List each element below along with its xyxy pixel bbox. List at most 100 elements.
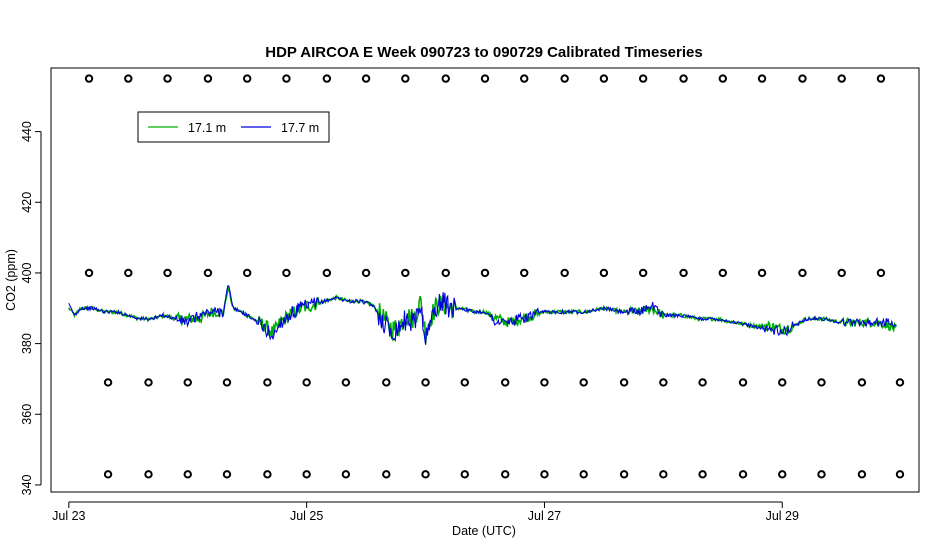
calibration-point — [540, 470, 549, 479]
legend-label-17-7m: 17.7 m — [281, 121, 319, 135]
calibration-point — [560, 74, 569, 83]
calibration-point — [480, 268, 490, 278]
y-axis-label: CO2 (ppm) — [4, 249, 18, 311]
calibration-point — [382, 378, 391, 387]
calibration-point — [817, 378, 826, 387]
calibration-point — [679, 74, 688, 83]
calibration-point — [837, 74, 846, 83]
calibration-point — [421, 378, 430, 387]
calibration-point — [282, 268, 291, 278]
calibration-point — [361, 268, 371, 278]
calibration-point — [599, 268, 609, 278]
calibration-point — [460, 470, 469, 479]
calibration-point — [124, 268, 133, 278]
legend: 17.1 m 17.7 m — [137, 111, 330, 143]
y-tick-label: 400 — [20, 262, 34, 283]
calibration-point — [163, 268, 172, 278]
calibration-point — [619, 378, 629, 387]
calibration-point — [698, 378, 707, 387]
calibration-point — [540, 378, 549, 387]
calibration-point — [679, 268, 688, 278]
calibration-point — [738, 378, 748, 387]
calibration-point — [263, 378, 272, 387]
calibration-point — [638, 74, 648, 83]
calibration-point — [163, 74, 172, 83]
calibration-point — [579, 378, 588, 387]
calibration-point — [757, 268, 767, 278]
calibration-point — [421, 470, 430, 479]
y-axis: 340 360 380 400 420 440 — [20, 121, 42, 495]
series-lines — [68, 284, 898, 345]
calibration-point — [520, 74, 529, 83]
calibration-point — [183, 470, 192, 479]
calibration-point — [659, 378, 668, 387]
calibration-point — [520, 268, 529, 278]
calibration-point — [322, 74, 332, 83]
x-tick-label: Jul 25 — [290, 509, 323, 523]
calibration-point — [817, 470, 826, 479]
y-tick-label: 360 — [20, 404, 34, 425]
x-axis: Jul 23 Jul 25 Jul 27 Jul 29 — [52, 501, 799, 523]
calibration-point — [638, 268, 648, 278]
calibration-point — [242, 74, 252, 83]
calibration-point — [84, 74, 94, 83]
plot-frame — [50, 67, 920, 493]
calibration-point — [203, 268, 213, 278]
calibration-point — [738, 470, 748, 479]
calibration-point — [242, 268, 252, 278]
calibration-point — [441, 268, 450, 278]
legend-label-17-1m: 17.1 m — [188, 121, 226, 135]
calibration-point — [619, 470, 629, 479]
chart-title: HDP AIRCOA E Week 090723 to 090729 Calib… — [265, 44, 702, 61]
calibration-point — [460, 378, 469, 387]
calibration-point — [895, 378, 905, 387]
calibration-point — [698, 470, 707, 479]
calibration-point — [778, 470, 787, 479]
calibration-point — [579, 470, 588, 479]
calibration-point — [501, 378, 510, 387]
calibration-point — [84, 268, 94, 278]
y-tick-label: 340 — [20, 474, 34, 495]
calibration-point — [718, 74, 728, 83]
calibration-point — [599, 74, 609, 83]
x-axis-label: Date (UTC) — [452, 524, 516, 538]
calibration-point — [361, 74, 371, 83]
calibration-point — [659, 470, 668, 479]
calibration-point — [798, 74, 807, 83]
calibration-point — [222, 470, 232, 479]
y-tick-label: 380 — [20, 333, 34, 354]
calibration-point — [876, 268, 886, 278]
calibration-point — [203, 74, 213, 83]
calibration-point — [401, 268, 410, 278]
calibration-point — [341, 470, 351, 479]
calibration-point — [341, 378, 351, 387]
calibration-point — [124, 74, 133, 83]
calibration-point — [876, 74, 886, 83]
calibration-point — [501, 470, 510, 479]
x-tick-label: Jul 27 — [528, 509, 561, 523]
calibration-point — [222, 378, 232, 387]
calibration-point — [757, 74, 767, 83]
calibration-point — [263, 470, 272, 479]
calibration-point — [560, 268, 569, 278]
series-line-17-7-m — [68, 284, 897, 345]
calibration-point — [778, 378, 787, 387]
calibration-point — [183, 378, 192, 387]
calibration-point — [480, 74, 490, 83]
calibration-points — [84, 74, 905, 479]
calibration-point — [382, 470, 391, 479]
calibration-point — [144, 470, 153, 479]
calibration-point — [837, 268, 846, 278]
x-tick-label: Jul 23 — [52, 509, 85, 523]
calibration-point — [282, 74, 291, 83]
calibration-point — [895, 470, 905, 479]
calibration-point — [401, 74, 410, 83]
calibration-point — [798, 268, 807, 278]
calibration-point — [718, 268, 728, 278]
calibration-point — [103, 378, 113, 387]
x-tick-label: Jul 29 — [766, 509, 799, 523]
y-tick-label: 440 — [20, 121, 34, 142]
y-tick-label: 420 — [20, 192, 34, 213]
calibration-point — [302, 378, 311, 387]
